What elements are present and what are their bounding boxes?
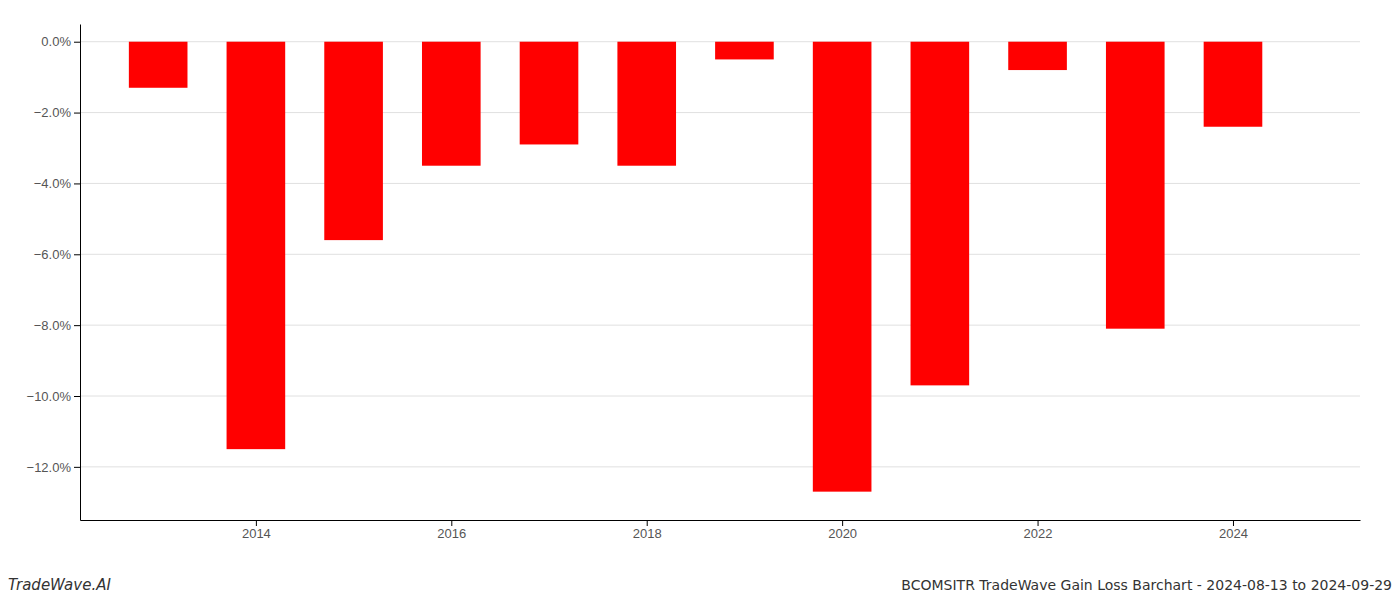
- y-tick-label: −12.0%: [27, 460, 72, 475]
- y-tick-mark: [74, 254, 80, 255]
- x-tick: 2020: [828, 520, 857, 541]
- x-tick-mark: [1038, 520, 1039, 526]
- bars: [129, 42, 1262, 492]
- x-tick-label: 2016: [437, 526, 466, 541]
- bar: [617, 42, 676, 166]
- y-tick: −4.0%: [34, 176, 80, 191]
- bar: [813, 42, 872, 492]
- plot: 2014 2016 2018 2020 2022 2024 0.0% −2.0% −4.0% −6…: [27, 25, 1361, 542]
- bar: [129, 42, 188, 88]
- y-tick-label: 0.0%: [41, 34, 71, 49]
- bar: [1008, 42, 1067, 70]
- x-tick: 2016: [437, 520, 466, 541]
- bar: [520, 42, 579, 145]
- x-tick: 2024: [1219, 520, 1248, 541]
- x-tick: 2018: [633, 520, 662, 541]
- x-tick-label: 2020: [828, 526, 857, 541]
- chart: 2014 2016 2018 2020 2022 2024 0.0% −2.0% −4.0% −6…: [0, 0, 1400, 600]
- y-tick: −10.0%: [27, 389, 80, 404]
- y-tick-mark: [74, 113, 80, 114]
- x-axis-line: [81, 520, 1361, 521]
- y-tick-label: −4.0%: [34, 176, 72, 191]
- y-axis: 0.0% −2.0% −4.0% −6.0% −8.0% −10.0% −12.0%: [27, 25, 81, 521]
- y-tick: −2.0%: [34, 105, 80, 120]
- y-axis-line: [80, 25, 81, 521]
- y-tick-label: −2.0%: [34, 105, 72, 120]
- bar: [324, 42, 383, 240]
- y-tick: 0.0%: [41, 34, 80, 49]
- x-tick: 2014: [242, 520, 271, 541]
- x-tick-label: 2022: [1024, 526, 1053, 541]
- y-tick: −12.0%: [27, 460, 80, 475]
- y-tick: −6.0%: [34, 247, 80, 262]
- y-tick-mark: [74, 42, 80, 43]
- grid: [80, 42, 1360, 467]
- y-tick-label: −8.0%: [34, 318, 72, 333]
- bar: [1106, 42, 1165, 329]
- y-tick-mark: [74, 325, 80, 326]
- x-tick-label: 2018: [633, 526, 662, 541]
- y-tick: −8.0%: [34, 318, 80, 333]
- x-axis: 2014 2016 2018 2020 2022 2024: [81, 520, 1361, 541]
- title: BCOMSITR TradeWave Gain Loss Barchart - …: [901, 577, 1392, 593]
- watermark: TradeWave.AI: [8, 576, 111, 594]
- bar: [715, 42, 774, 60]
- y-tick-mark: [74, 396, 80, 397]
- x-tick-mark: [647, 520, 648, 526]
- y-tick-mark: [74, 467, 80, 468]
- bar: [422, 42, 481, 166]
- y-tick-label: −10.0%: [27, 389, 72, 404]
- x-tick-mark: [256, 520, 257, 526]
- grid-line: [80, 466, 1360, 467]
- bar: [911, 42, 970, 386]
- x-tick-mark: [1233, 520, 1234, 526]
- x-tick: 2022: [1024, 520, 1053, 541]
- bar: [1204, 42, 1263, 127]
- y-tick-mark: [74, 183, 80, 184]
- bar: [227, 42, 286, 449]
- x-tick-label: 2014: [242, 526, 271, 541]
- x-tick-mark: [842, 520, 843, 526]
- x-tick-mark: [451, 520, 452, 526]
- x-tick-label: 2024: [1219, 526, 1248, 541]
- y-tick-label: −6.0%: [34, 247, 72, 262]
